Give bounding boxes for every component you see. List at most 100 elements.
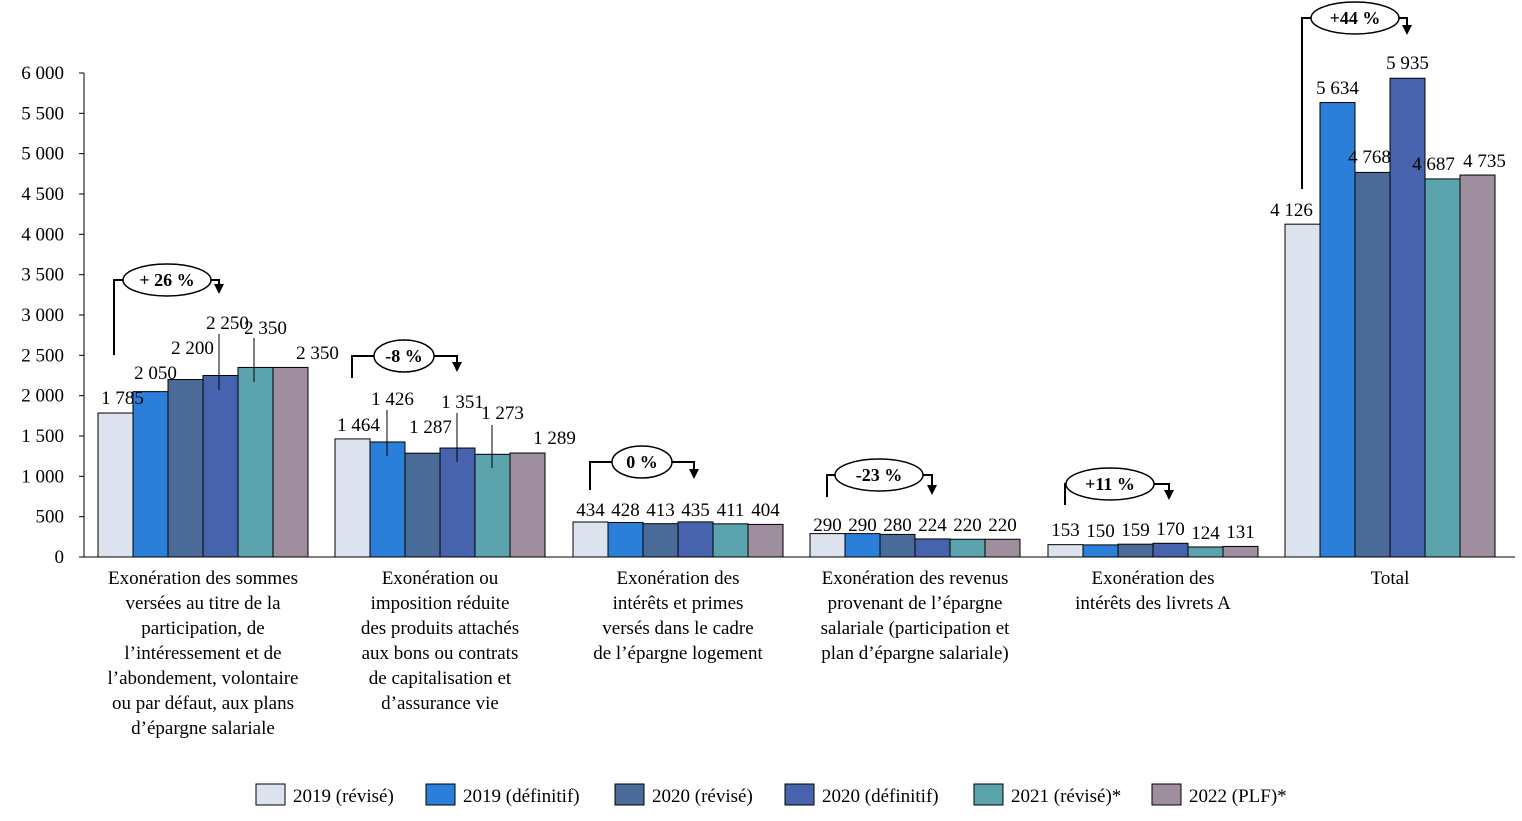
annotations: + 26 % -8 % 0 % -23 % +11 % +44 %: [113, 1, 1412, 505]
bar: [572, 521, 609, 558]
y-tick-label: 0: [55, 547, 65, 568]
bar: [1424, 178, 1461, 558]
y-tick-label: 1 000: [21, 466, 64, 487]
bracket-arrow: [1399, 17, 1412, 35]
data-label: 224: [918, 515, 947, 536]
bar: [97, 412, 134, 558]
y-tick-label: 4 500: [21, 184, 64, 205]
y-tick-label: 6 000: [21, 63, 64, 84]
data-label: 428: [611, 500, 640, 521]
bracket-arrow: [1154, 483, 1174, 500]
bar: [1354, 171, 1391, 558]
data-label: 2 200: [171, 338, 214, 359]
bracket-arrow: [434, 355, 462, 372]
category-label: versés dans le cadre: [602, 618, 753, 639]
annotation-ellipse: [834, 458, 924, 492]
bar: [1082, 544, 1119, 558]
y-tick-label: 2 500: [21, 345, 64, 366]
category-label: des produits attachés: [361, 618, 519, 639]
data-label: 1 464: [337, 415, 380, 436]
y-tick-label: 5 500: [21, 103, 64, 124]
data-label: 4 126: [1270, 200, 1313, 221]
axes: 0 500 1 000 1 500 2 000 2 500 3 000 3 500 4 000 4…: [21, 63, 1515, 568]
category-label: d’épargne salariale: [131, 718, 275, 739]
bracket-line: [826, 474, 835, 497]
category-label: plan d’épargne salariale): [821, 643, 1008, 664]
data-label: 153: [1051, 520, 1080, 541]
legend-label: 2019 (révisé): [293, 786, 394, 807]
data-label: 411: [717, 500, 745, 521]
bar: [844, 533, 881, 558]
data-label: 2 250: [206, 313, 249, 334]
data-label: 280: [883, 515, 912, 536]
category-label: Total: [1371, 568, 1410, 589]
bracket-line: [351, 355, 374, 378]
data-label: 220: [953, 515, 982, 536]
category-label: participation, de: [141, 618, 264, 639]
bar: [1459, 174, 1496, 558]
category-label: imposition réduite: [371, 593, 510, 614]
bar: [1284, 223, 1321, 558]
y-tick-label: 1 500: [21, 426, 64, 447]
category-label: provenant de l’épargne: [828, 593, 1003, 614]
bracket-line: [113, 279, 123, 355]
bar: [879, 533, 916, 558]
category-label: de capitalisation et: [369, 668, 512, 689]
annotation-ellipse: [1310, 1, 1400, 35]
bar: [202, 375, 239, 558]
data-label: 2 050: [134, 363, 177, 384]
bar: [1187, 546, 1224, 558]
bar: [984, 538, 1021, 558]
bar: [334, 438, 371, 558]
legend-swatch: [425, 783, 456, 806]
category-label: Exonération ou: [382, 568, 499, 589]
data-label: 1 351: [441, 392, 484, 413]
legend-swatch: [614, 783, 645, 806]
y-tick-label: 2 000: [21, 386, 64, 407]
data-label: 4 687: [1412, 154, 1455, 175]
category-label: Exonération des revenus: [822, 568, 1009, 589]
bracket-line: [1301, 17, 1311, 189]
data-label: 434: [576, 500, 605, 521]
data-label: 1 287: [409, 417, 452, 438]
value-labels: 1 785 1 464 434 290 153 4 126 2 050 1 426 428 290…: [101, 53, 1506, 544]
annotation-ellipse: [122, 263, 212, 297]
data-label: 2 350: [296, 343, 339, 364]
y-tick-label: 500: [36, 507, 65, 528]
legend-label: 2019 (définitif): [463, 786, 580, 807]
data-label: 413: [646, 500, 675, 521]
category-label: l’intéressement et de: [124, 643, 281, 664]
bars: [97, 77, 1496, 558]
data-label: 1 273: [481, 403, 524, 424]
data-label: 404: [751, 500, 780, 521]
annotation-text: +11 %: [1085, 474, 1135, 494]
data-label: 2 350: [244, 318, 287, 339]
bar: [237, 366, 274, 558]
data-label: 124: [1191, 523, 1220, 544]
category-label: aux bons ou contrats: [362, 643, 519, 664]
category-label: intérêts des livrets A: [1075, 593, 1231, 614]
bar: [1117, 543, 1154, 558]
bar: [914, 538, 951, 558]
legend-label: 2021 (révisé)*: [1011, 786, 1121, 807]
bar: [474, 453, 511, 558]
bracket-line: [1064, 483, 1066, 505]
bar: [404, 452, 441, 558]
annotation-ellipse: [1065, 467, 1155, 501]
data-label: 1 289: [533, 428, 576, 449]
category-label: intérêts et primes: [613, 593, 744, 614]
bar: [509, 452, 546, 558]
bar: [272, 366, 309, 558]
data-label: 159: [1121, 520, 1150, 541]
annotation-ellipse: [611, 445, 673, 479]
bar: [439, 447, 476, 558]
annotation-ellipse: [373, 339, 435, 373]
category-label: de l’épargne logement: [593, 643, 763, 664]
data-label: 131: [1226, 522, 1255, 543]
y-tick-label: 4 000: [21, 224, 64, 245]
y-tick-label: 5 000: [21, 144, 64, 165]
bar: [642, 523, 679, 558]
category-label: l’abondement, volontaire: [108, 668, 299, 689]
category-label: Exonération des: [617, 568, 740, 589]
bar: [607, 521, 644, 558]
